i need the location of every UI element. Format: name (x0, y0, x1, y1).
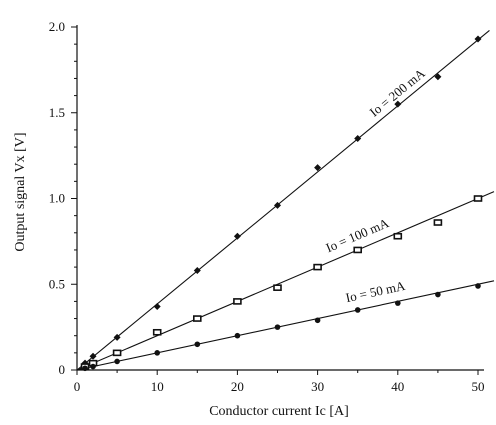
data-point-series-3 (395, 300, 401, 306)
fit-line-1 (76, 30, 490, 371)
data-point-series-2 (273, 284, 282, 291)
data-point-series-3 (354, 307, 361, 313)
x-tick-label: 50 (472, 379, 485, 394)
data-point-series-1 (89, 352, 97, 360)
data-point-series-2 (393, 232, 403, 240)
y-tick-label: 2.0 (49, 19, 65, 34)
data-point-series-3 (82, 365, 88, 372)
x-tick-label: 20 (231, 379, 244, 394)
data-point-series-3 (114, 358, 120, 365)
data-point-series-1 (394, 100, 402, 108)
y-tick-label: 0 (59, 362, 66, 377)
data-point-series-1 (474, 35, 482, 43)
x-tick-label: 10 (151, 379, 164, 394)
data-point-series-1 (354, 134, 362, 142)
data-point-series-3 (154, 350, 160, 356)
y-tick-label: 0.5 (49, 276, 65, 291)
data-point-series-1 (113, 333, 121, 341)
data-point-series-1 (153, 303, 161, 311)
fit-line-2 (76, 191, 495, 371)
x-tick-label: 30 (311, 379, 324, 394)
data-point-series-1 (233, 232, 241, 240)
data-point-series-1 (314, 164, 322, 172)
axes: 0 10 20 30 40 50 0 0.5 1.0 1.5 2.0 (49, 19, 485, 394)
data-point-series-1 (434, 73, 442, 81)
data-point-series-3 (234, 332, 241, 339)
data-point-series-2 (313, 263, 322, 271)
data-points (80, 35, 483, 372)
fit-lines (76, 30, 495, 371)
data-point-series-3 (475, 283, 481, 289)
data-point-series-3 (194, 341, 201, 348)
data-point-series-3 (90, 363, 96, 370)
data-point-series-3 (274, 324, 281, 330)
data-point-series-2 (112, 349, 122, 357)
data-point-series-3 (314, 317, 321, 324)
data-point-series-1 (193, 267, 201, 275)
data-point-series-2 (233, 298, 242, 305)
data-point-series-1 (274, 201, 281, 209)
data-point-series-2 (433, 219, 443, 226)
series-label-1: Io = 200 mA (367, 65, 429, 119)
data-point-series-2 (473, 195, 483, 202)
data-point-series-3 (435, 291, 441, 298)
y-tick-label: 1.0 (49, 191, 65, 206)
data-point-series-2 (152, 328, 162, 336)
y-axis-title: Output signal Vx [V] (13, 132, 28, 251)
x-tick-label: 40 (391, 379, 404, 394)
data-point-series-2 (353, 246, 363, 254)
y-tick-label: 1.5 (49, 105, 65, 120)
x-axis-title: Conductor current Ic [A] (209, 404, 349, 419)
data-point-series-2 (193, 315, 202, 322)
fit-line-3 (76, 280, 495, 371)
x-tick-label: 0 (74, 379, 81, 394)
